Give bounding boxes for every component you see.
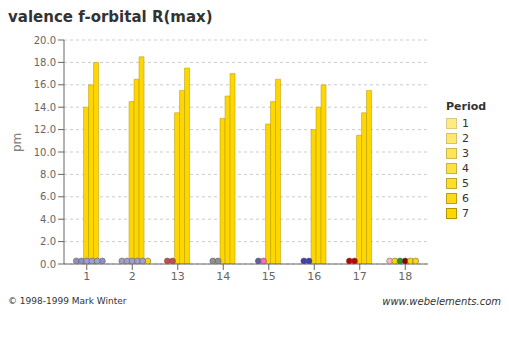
svg-text:14.0: 14.0 xyxy=(34,102,56,113)
html-text:www.webelements.com: www.webelements.com xyxy=(382,296,501,307)
html-text:7: 7 xyxy=(462,207,469,220)
svg-text:4.0: 4.0 xyxy=(40,214,56,225)
html-text:© 1998-1999 Mark Winter: © 1998-1999 Mark Winter xyxy=(8,296,127,306)
html-text:Period: Period xyxy=(446,100,487,113)
svg-text:12.0: 12.0 xyxy=(34,124,56,135)
svg-text:2: 2 xyxy=(129,270,136,283)
html-text:valence f-orbital R(max): valence f-orbital R(max) xyxy=(8,8,213,26)
svg-text:20.0: 20.0 xyxy=(34,35,56,46)
svg-text:13: 13 xyxy=(171,270,185,283)
svg-text:18.0: 18.0 xyxy=(34,57,56,68)
html-text:1: 1 xyxy=(462,117,469,130)
svg-text:15: 15 xyxy=(262,270,276,283)
svg-text:17: 17 xyxy=(353,270,367,283)
svg-text:pm: pm xyxy=(10,133,24,152)
svg-text:0.0: 0.0 xyxy=(40,259,56,270)
svg-text:6.0: 6.0 xyxy=(40,191,56,202)
svg-text:10.0: 10.0 xyxy=(34,147,56,158)
svg-text:16: 16 xyxy=(307,270,321,283)
svg-text:18: 18 xyxy=(398,270,412,283)
svg-text:8.0: 8.0 xyxy=(40,169,56,180)
html-text:2: 2 xyxy=(462,132,469,145)
html-text:3: 3 xyxy=(462,147,469,160)
svg-text:14: 14 xyxy=(216,270,230,283)
svg-text:16.0: 16.0 xyxy=(34,79,56,90)
svg-text:2.0: 2.0 xyxy=(40,236,56,247)
html-text:6: 6 xyxy=(462,192,469,205)
svg-text:1: 1 xyxy=(83,270,90,283)
html-text:5: 5 xyxy=(462,177,469,190)
html-text:4: 4 xyxy=(462,162,469,175)
